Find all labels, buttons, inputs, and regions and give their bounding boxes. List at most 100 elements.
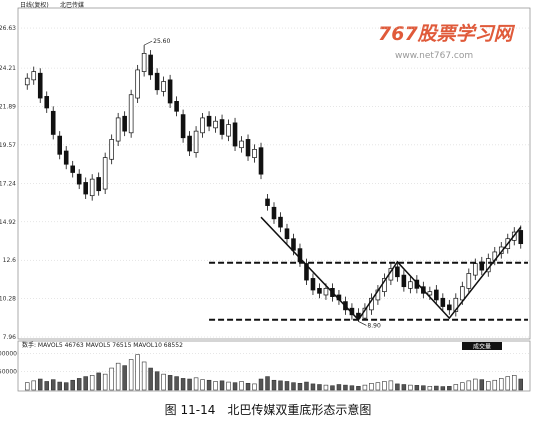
volume-bar (479, 379, 485, 391)
volume-bar (44, 381, 49, 391)
volume-bar (76, 378, 82, 391)
candle-body (440, 297, 446, 307)
volume-bar (427, 386, 433, 391)
candle-body (252, 148, 257, 158)
volume-button[interactable] (462, 342, 502, 350)
volume-bar (50, 379, 56, 391)
y-tick-label: 12.6 (3, 257, 17, 264)
candle-body (37, 72, 43, 99)
volume-bar (167, 375, 173, 391)
candle-body (154, 72, 160, 91)
caption: 图 11-14 北巴传媒双重底形态示意图 (165, 402, 372, 417)
candle-body (122, 115, 127, 132)
candle-body (70, 165, 75, 173)
volume-bar (408, 384, 413, 391)
candle-body (63, 150, 69, 165)
candle-body (245, 139, 251, 157)
candle-body (83, 182, 88, 195)
volume-bar (89, 375, 95, 391)
volume-bar (466, 380, 472, 391)
candle-body (102, 157, 108, 190)
candle-body (180, 114, 186, 139)
candle-body (50, 110, 56, 135)
volume-bar (122, 365, 127, 391)
candle-body (460, 286, 465, 301)
volume-bar (330, 385, 335, 391)
volume-bar (102, 373, 108, 391)
candle-body (193, 130, 199, 154)
candle-body (76, 173, 82, 185)
candle-body (265, 198, 270, 206)
watermark-url: www.net767.com (395, 51, 473, 61)
volume-bar (317, 384, 322, 391)
volume-bar (421, 385, 426, 391)
volume-bar (401, 384, 407, 391)
pattern-line (260, 216, 522, 321)
candle-body (232, 122, 238, 147)
candle-body (291, 238, 296, 251)
candle-body (115, 117, 121, 142)
candle-body (434, 289, 439, 301)
candle-body (174, 101, 179, 112)
y-tick-label: 26.63 (0, 25, 16, 32)
volume-bar (473, 378, 478, 391)
volume-bar (141, 361, 147, 391)
volume-bar (297, 382, 303, 391)
candle-body (395, 266, 400, 278)
volume-bar (453, 384, 459, 391)
volume-bar (447, 386, 452, 391)
volume-bar (206, 379, 212, 391)
candle-body (401, 274, 407, 288)
volume-bar (343, 384, 348, 391)
candle-body (89, 178, 95, 197)
volume-bar (349, 385, 355, 391)
candle-body (135, 69, 140, 99)
volume-bar (291, 382, 296, 391)
volume-bar (512, 375, 517, 391)
candle-body (200, 117, 205, 134)
volume-bar (362, 384, 368, 391)
candle-body (323, 287, 329, 296)
volume-bar (252, 383, 257, 391)
volume-bar (460, 382, 465, 391)
volume-bar (174, 376, 179, 391)
volume-bar (505, 376, 511, 391)
candle-body (167, 79, 173, 104)
volume-bar (336, 384, 342, 391)
y-tick-label: 10.28 (0, 296, 16, 303)
volume-bar (213, 381, 218, 391)
annotation-pointer (143, 40, 153, 46)
volume-bar (135, 354, 140, 391)
annotation-pointer (358, 321, 367, 326)
volume-bar (499, 378, 504, 391)
y-tick-label: 24.21 (0, 65, 16, 72)
price-frame (17, 7, 531, 340)
volume-bar (239, 381, 244, 391)
volume-bar (395, 383, 400, 391)
volume-button-label[interactable]: 成交量 (473, 343, 491, 351)
volume-bar (271, 379, 277, 391)
candle-body (226, 124, 231, 137)
volume-bar (187, 378, 192, 391)
volume-bar (161, 373, 166, 391)
candle-body (310, 278, 316, 291)
volume-bar (369, 382, 374, 391)
volume-bar (128, 359, 134, 391)
candle-body (408, 281, 413, 289)
volume-bar (70, 379, 75, 391)
volume-bar (245, 382, 251, 391)
y-tick-label: 14.92 (0, 219, 16, 226)
volume-bar (180, 378, 186, 391)
volume-bar (24, 382, 30, 391)
volume-bar (226, 381, 231, 391)
candle-body (453, 297, 459, 312)
candle-body (213, 120, 218, 129)
header-period: 日线(复权) (20, 1, 49, 9)
candle-body (304, 263, 309, 281)
candle-body (161, 81, 166, 92)
volume-bar (57, 381, 62, 391)
volume-bar (219, 380, 225, 391)
volume-bar (37, 378, 43, 391)
